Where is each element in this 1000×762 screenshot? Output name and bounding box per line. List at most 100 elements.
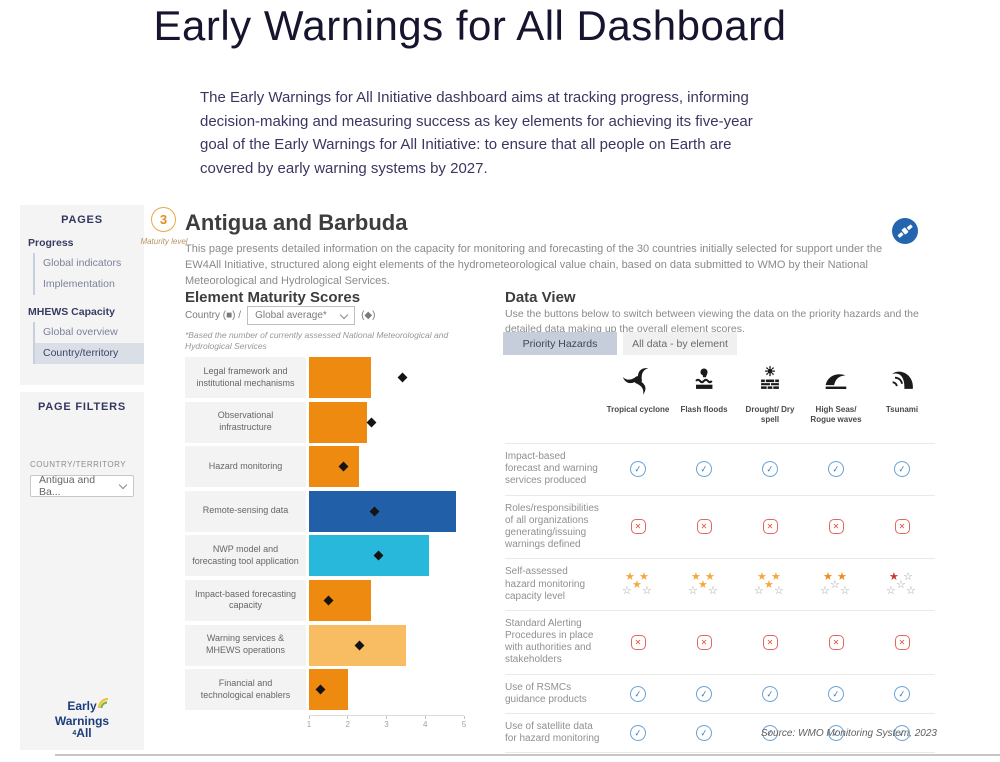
maturity-level-label: Maturity level [140,237,188,246]
country-bar[interactable] [309,446,360,488]
country-bar[interactable] [309,401,368,443]
sidebar-item-implementation[interactable]: Implementation [43,278,115,290]
tsunami-icon [891,370,914,390]
sidebar-item-country-territory[interactable]: Country/territory [35,343,144,364]
hazard-label: Tropical cyclone [606,405,670,414]
country-filter-dropdown[interactable]: Antigua and Ba... [30,474,134,498]
check-icon: ✓ [760,460,780,479]
legend-country: Country (■) / [185,310,242,321]
star-outline-icon: ☆ [830,579,840,592]
cross-icon: ✕ [630,634,646,650]
star-filled-icon: ★ [757,571,767,584]
star-outline-icon: ☆ [886,585,896,598]
table-cell: ✕ [671,519,737,535]
maturity-level-badge: 3 [151,207,176,232]
cross-icon: ✕ [828,634,844,650]
table-cell: ✓ [671,460,737,479]
country-bar[interactable] [309,357,371,398]
sidebar-item-global-indicators[interactable]: Global indicators [43,257,122,269]
table-cell: ✓ [803,684,869,703]
cross-icon: ✕ [894,519,910,535]
chart-track [309,490,469,532]
drought-icon [760,365,780,390]
star-outline-icon: ☆ [774,585,784,598]
data-view-title: Data View [505,289,576,306]
cross-icon: ✕ [894,634,910,650]
country-bar[interactable] [309,535,430,577]
table-cell: ✓ [605,684,671,703]
star-filled-icon: ★ [639,571,649,584]
country-filter-label: COUNTRY/TERRITORY [30,460,127,469]
table-cell: ✕ [803,519,869,535]
check-icon: ✓ [694,684,714,703]
chart-track [309,357,469,398]
table-cell: ✕ [737,519,803,535]
table-row-impact-based-forecast-and-warn: Impact-based forecast and warning servic… [505,443,935,495]
comparison-dropdown[interactable]: Global average* [247,306,356,325]
rogue-waves-icon [825,374,847,389]
global-average-marker [366,417,376,428]
hazard-header-row: Tropical cyclone Flash floods Drought/ Dry… [505,365,935,426]
hazard-column-tropical-cyclone: Tropical cyclone [605,365,671,426]
cross-icon: ✕ [762,634,778,650]
table-cell: ✓ [803,460,869,479]
table-cell: ★ ☆ ☆ ☆ ☆ [869,572,935,597]
star-outline-icon: ☆ [820,585,830,598]
table-row-use-of-satellite-data-for-haza: Use of satellite data for hazard monitor… [505,713,935,752]
axis-tick-2: 2 [338,716,358,729]
pages-header: PAGES [61,214,103,226]
star-outline-icon: ☆ [903,571,913,584]
star-outline-icon: ☆ [622,585,632,598]
star-filled-icon: ★ [691,571,701,584]
chart-row-nwp-model-and-forecasting-tool-application: NWP model and forecasting tool applicati… [185,535,469,577]
star-outline-icon: ☆ [642,585,652,598]
chart-row-financial-and-technological-enablers: Financial and technological enablers [185,669,469,711]
satellite-button[interactable] [892,218,918,244]
table-row-self-assessed-hazard-monitorin: Self-assessed hazard monitoring capacity… [505,558,935,610]
chart-track [309,535,469,577]
chart-category-label: Observational infrastructure [185,401,306,443]
hazard-column-flash-floods: Flash floods [671,365,737,426]
maturity-bar-chart: Legal framework and institutional mechan… [185,357,469,714]
table-cell: ★ ★ ★ ☆ ☆ [737,572,803,597]
cross-icon: ✕ [762,519,778,535]
check-icon: ✓ [694,460,714,479]
country-bar[interactable] [309,579,371,621]
star-filled-icon: ★ [889,571,899,584]
satellite-icon [896,223,914,239]
chart-track [309,446,469,488]
row-label: Impact-based forecast and warning servic… [505,451,598,487]
check-icon: ✓ [628,460,648,479]
button-priority-hazards[interactable]: Priority Hazards [503,332,617,355]
page-filters-header: PAGE FILTERS [37,401,127,413]
country-bar[interactable] [309,490,457,532]
chart-category-label: Impact-based forecasting capacity [185,579,306,621]
table-cell: ★ ★ ★ ☆ ☆ [671,572,737,597]
row-label: Use of RSMCs guidance products [505,681,587,705]
hazard-column-tsunami: Tsunami [869,365,935,426]
hazard-label: Flash floods [680,405,728,414]
chart-row-remote-sensing-data: Remote-sensing data [185,490,469,532]
star-rating-3of5: ★ ★ ★ ☆ ☆ [688,572,720,597]
chart-track [309,401,469,443]
chevron-down-icon [118,480,128,490]
cross-icon: ✕ [630,519,646,535]
hazard-label: Drought/ Dry spell [745,405,795,425]
table-cell: ✓ [671,684,737,703]
country-bar[interactable] [309,669,348,711]
nav-section-mhews-capacity: MHEWS Capacity [28,306,115,318]
table-cell: ✕ [803,634,869,650]
chart-row-warning-services-mhews-operations: Warning services & MHEWS operations [185,624,469,666]
star-rating-3of5: ★ ★ ★ ☆ ☆ [622,572,654,597]
cross-icon: ✕ [696,634,712,650]
table-cell: ✕ [737,634,803,650]
nav-section-progress: Progress [28,237,74,249]
check-icon: ✓ [892,684,912,703]
chart-row-legal-framework-and-institutional-mechanisms: Legal framework and institutional mechan… [185,357,469,398]
data-view-description: Use the buttons below to switch between … [505,308,919,335]
button-all-data-by-element[interactable]: All data - by element [623,332,737,355]
chart-row-hazard-monitoring: Hazard monitoring [185,446,469,488]
sidebar-item-global-overview[interactable]: Global overview [43,326,118,338]
